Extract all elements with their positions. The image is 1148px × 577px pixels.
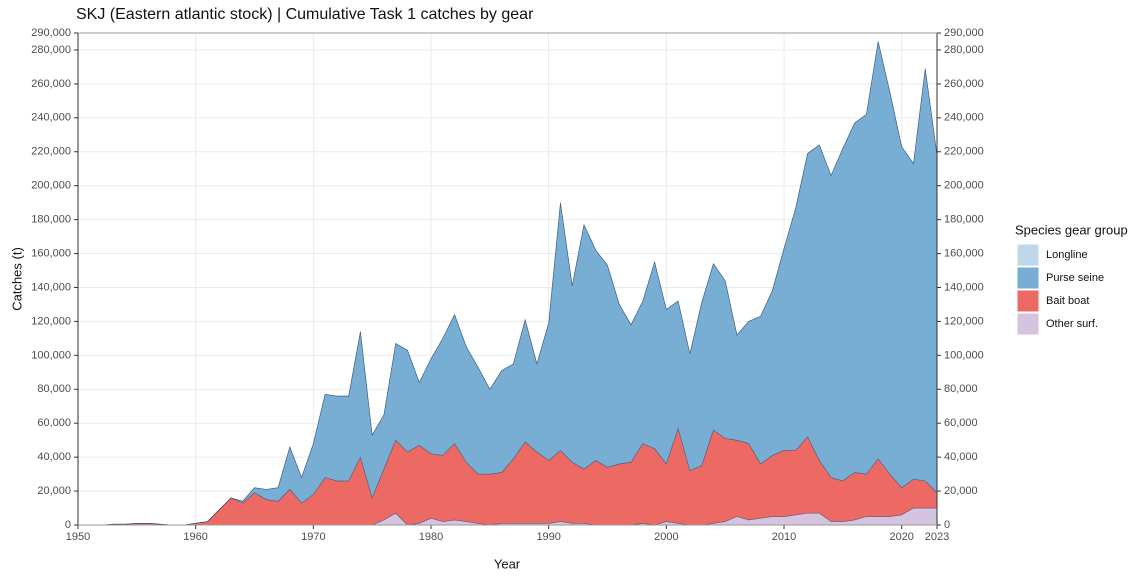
y-tick-label: 200,000	[31, 180, 71, 192]
legend-key	[1016, 243, 1040, 267]
y2-tick-label: 120,000	[944, 315, 984, 327]
y-tick-label: 290,000	[31, 27, 71, 39]
y-tick-label: 60,000	[37, 417, 71, 429]
x-tick-label: 2000	[654, 531, 678, 543]
x-axis-label: Year	[494, 556, 521, 571]
y2-tick-label: 20,000	[944, 485, 978, 497]
y2-tick-label: 0	[944, 519, 950, 531]
y2-tick-label: 200,000	[944, 180, 984, 192]
y-tick-label: 120,000	[31, 315, 71, 327]
y-tick-label: 0	[65, 519, 71, 531]
legend-label: Longline	[1046, 249, 1088, 261]
x-tick-label: 2020	[889, 531, 913, 543]
x-tick-label: 1980	[419, 531, 443, 543]
x-tick-label: 2023	[925, 531, 949, 543]
legend-label: Other surf.	[1046, 318, 1098, 330]
y-tick-label: 180,000	[31, 214, 71, 226]
legend-label: Purse seine	[1046, 272, 1104, 284]
y-tick-label: 280,000	[31, 44, 71, 56]
y-tick-label: 100,000	[31, 349, 71, 361]
y-tick-label: 160,000	[31, 247, 71, 259]
y-tick-label: 40,000	[37, 451, 71, 463]
legend-key	[1016, 312, 1040, 336]
areas	[78, 41, 938, 526]
x-tick-label: 1990	[536, 531, 560, 543]
x-tick-label: 1960	[183, 531, 207, 543]
y2-tick-label: 80,000	[944, 383, 978, 395]
axes: 0 20,000 40,000 60,000 80,000 100,000 120,000 1…	[31, 27, 984, 543]
y2-tick-label: 220,000	[944, 146, 984, 158]
y2-tick-label: 40,000	[944, 451, 978, 463]
y-tick-label: 260,000	[31, 78, 71, 90]
x-tick-label: 1970	[301, 531, 325, 543]
chart-title: SKJ (Eastern atlantic stock) | Cumulativ…	[76, 6, 534, 23]
y-tick-label: 220,000	[31, 146, 71, 158]
y2-tick-label: 160,000	[944, 247, 984, 259]
y2-tick-label: 260,000	[944, 78, 984, 90]
x-tick-label: 1950	[66, 531, 90, 543]
x-tick-label: 2010	[772, 531, 796, 543]
legend-label: Bait boat	[1046, 295, 1089, 307]
legend-title: Species gear group	[1015, 222, 1128, 237]
y-axis-label: Catches (t)	[9, 247, 24, 311]
y-tick-label: 240,000	[31, 112, 71, 124]
y-tick-label: 20,000	[37, 485, 71, 497]
y2-tick-label: 180,000	[944, 214, 984, 226]
y2-tick-label: 100,000	[944, 349, 984, 361]
y2-tick-label: 290,000	[944, 27, 984, 39]
y2-tick-label: 240,000	[944, 112, 984, 124]
y2-tick-label: 280,000	[944, 44, 984, 56]
legend-key	[1016, 266, 1040, 290]
y-tick-label: 140,000	[31, 281, 71, 293]
y-tick-label: 80,000	[37, 383, 71, 395]
y2-tick-label: 140,000	[944, 281, 984, 293]
y2-tick-label: 60,000	[944, 417, 978, 429]
legend-key	[1016, 289, 1040, 313]
